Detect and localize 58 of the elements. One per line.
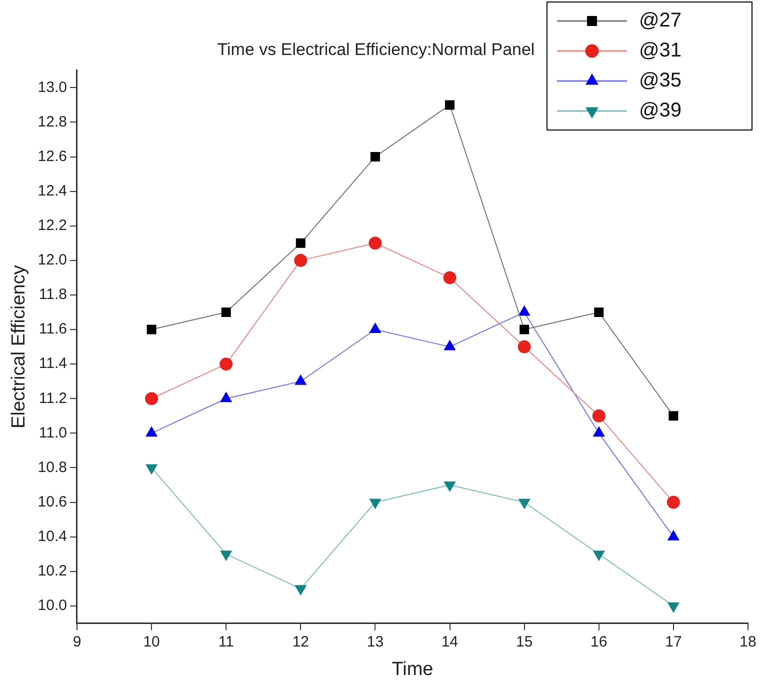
y-tick-label: 10.0 [38,597,67,614]
point [145,392,158,406]
x-tick-label: 18 [740,633,756,650]
x-tick-label: 11 [218,633,234,650]
legend-label: @27 [639,10,682,32]
x-axis-title: Time [392,658,434,680]
point [370,498,381,509]
point [443,271,456,284]
point [296,238,306,248]
point [518,340,531,354]
y-tick-label: 12.4 [38,182,67,200]
point [518,498,530,509]
point [445,100,455,110]
chart-title: Time vs Electrical Efficiency:Normal Panel [217,40,535,59]
point [594,308,604,317]
point [593,550,605,561]
y-tick-label: 10.2 [38,562,67,580]
point [221,308,231,317]
x-tick-label: 14 [441,633,458,650]
point [370,152,380,162]
x-tick-label: 13 [366,633,384,650]
legend-label: @31 [639,40,682,62]
x-tick-label: 12 [292,633,310,650]
y-tick-label: 11.8 [38,286,67,304]
x-tick-label: 16 [590,633,608,650]
point [368,236,382,250]
point [146,324,156,334]
point [668,411,678,421]
y-tick-label: 12.2 [38,217,67,234]
y-tick-label: 12.8 [38,113,67,130]
point [520,324,530,334]
y-tick-label: 12.6 [38,148,67,165]
x-tick-label: 17 [665,633,682,650]
point [146,464,158,474]
y-tick-label: 10.4 [38,528,67,545]
y-tick-label: 11.2 [38,390,67,407]
legend-label: @39 [639,100,682,122]
y-tick-label: 10.8 [38,458,67,476]
y-tick-label: 12.0 [38,252,67,269]
point [444,482,456,492]
point [668,602,680,612]
point [666,496,680,509]
point [220,550,232,561]
y-axis-title: Electrical Efficiency [8,264,30,428]
point [294,585,306,596]
legend-label: @35 [639,70,682,92]
point [294,254,308,267]
point [592,409,606,422]
y-tick-label: 13.0 [38,78,67,96]
point [370,323,381,334]
point [220,358,233,371]
y-tick-label: 11.6 [38,320,67,338]
x-tick-label: 9 [72,633,82,650]
y-tick-label: 11.4 [38,355,67,372]
x-tick-label: 10 [143,633,160,650]
y-tick-label: 10.6 [38,493,67,510]
y-tick-label: 11.0 [38,424,67,442]
x-tick-label: 15 [516,633,533,650]
